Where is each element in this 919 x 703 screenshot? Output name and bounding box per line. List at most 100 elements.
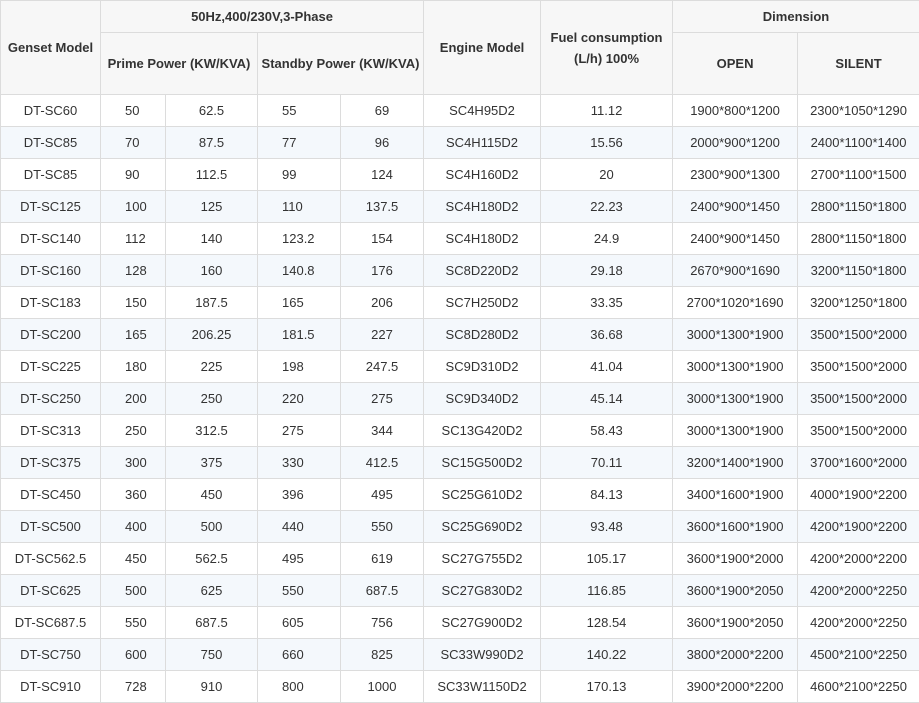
standby-kw-cell: 99	[258, 159, 341, 191]
silent-dimension-cell: 4200*2000*2200	[798, 543, 919, 575]
fuel-consumption-cell: 20	[541, 159, 673, 191]
genset-model-cell: DT-SC200	[1, 319, 101, 351]
standby-kw-cell: 396	[258, 479, 341, 511]
engine-model-cell: SC33W1150D2	[424, 671, 541, 703]
silent-dimension-cell: 2700*1100*1500	[798, 159, 919, 191]
standby-kva-cell: 206	[341, 287, 424, 319]
standby-kw-cell: 275	[258, 415, 341, 447]
open-dimension-cell: 3900*2000*2200	[673, 671, 798, 703]
prime-kva-cell: 312.5	[166, 415, 258, 447]
standby-kva-cell: 124	[341, 159, 424, 191]
engine-model-cell: SC4H95D2	[424, 95, 541, 127]
prime-kva-cell: 87.5	[166, 127, 258, 159]
fuel-consumption-cell: 93.48	[541, 511, 673, 543]
silent-dimension-cell: 4200*2000*2250	[798, 607, 919, 639]
engine-model-cell: SC27G830D2	[424, 575, 541, 607]
engine-model-cell: SC13G420D2	[424, 415, 541, 447]
genset-model-cell: DT-SC85	[1, 159, 101, 191]
phase-group-header: 50Hz,400/230V,3-Phase	[101, 1, 424, 33]
open-dimension-cell: 2670*900*1690	[673, 255, 798, 287]
genset-model-header: Genset Model	[1, 1, 101, 95]
fuel-consumption-cell: 84.13	[541, 479, 673, 511]
standby-kva-cell: 176	[341, 255, 424, 287]
fuel-consumption-cell: 170.13	[541, 671, 673, 703]
prime-kw-cell: 128	[101, 255, 166, 287]
open-dimension-cell: 3600*1600*1900	[673, 511, 798, 543]
silent-dimension-cell: 2400*1100*1400	[798, 127, 919, 159]
prime-kva-cell: 160	[166, 255, 258, 287]
standby-kw-cell: 495	[258, 543, 341, 575]
engine-model-header: Engine Model	[424, 1, 541, 95]
standby-kw-cell: 220	[258, 383, 341, 415]
silent-dimension-cell: 3700*1600*2000	[798, 447, 919, 479]
standby-kva-cell: 344	[341, 415, 424, 447]
prime-kw-cell: 400	[101, 511, 166, 543]
standby-kw-cell: 550	[258, 575, 341, 607]
genset-model-cell: DT-SC625	[1, 575, 101, 607]
genset-model-cell: DT-SC140	[1, 223, 101, 255]
prime-kva-cell: 140	[166, 223, 258, 255]
engine-model-cell: SC15G500D2	[424, 447, 541, 479]
silent-dimension-cell: 3500*1500*2000	[798, 319, 919, 351]
prime-kva-cell: 112.5	[166, 159, 258, 191]
engine-model-cell: SC9D310D2	[424, 351, 541, 383]
fuel-consumption-header: Fuel consumption (L/h) 100%	[541, 1, 673, 95]
engine-model-cell: SC9D340D2	[424, 383, 541, 415]
prime-kva-cell: 500	[166, 511, 258, 543]
standby-kw-cell: 123.2	[258, 223, 341, 255]
genset-model-cell: DT-SC687.5	[1, 607, 101, 639]
header-row-top: Genset Model 50Hz,400/230V,3-Phase Engin…	[1, 1, 919, 33]
open-dimension-cell: 3600*1900*2000	[673, 543, 798, 575]
standby-kva-cell: 412.5	[341, 447, 424, 479]
standby-kw-cell: 605	[258, 607, 341, 639]
prime-kva-cell: 375	[166, 447, 258, 479]
engine-model-cell: SC25G610D2	[424, 479, 541, 511]
silent-dimension-cell: 4600*2100*2250	[798, 671, 919, 703]
silent-dimension-cell: 2300*1050*1290	[798, 95, 919, 127]
fuel-consumption-cell: 24.9	[541, 223, 673, 255]
genset-model-cell: DT-SC375	[1, 447, 101, 479]
silent-dimension-cell: 3200*1250*1800	[798, 287, 919, 319]
prime-kw-cell: 360	[101, 479, 166, 511]
silent-dimension-cell: 2800*1150*1800	[798, 191, 919, 223]
silent-dimension-cell: 4200*2000*2250	[798, 575, 919, 607]
genset-model-cell: DT-SC225	[1, 351, 101, 383]
engine-model-cell: SC27G755D2	[424, 543, 541, 575]
genset-model-cell: DT-SC910	[1, 671, 101, 703]
fuel-consumption-cell: 70.11	[541, 447, 673, 479]
standby-kw-cell: 140.8	[258, 255, 341, 287]
open-dimension-cell: 2400*900*1450	[673, 223, 798, 255]
silent-dimension-header: SILENT	[798, 33, 919, 95]
prime-kva-cell: 206.25	[166, 319, 258, 351]
standby-kw-cell: 198	[258, 351, 341, 383]
standby-kw-cell: 77	[258, 127, 341, 159]
open-dimension-cell: 3600*1900*2050	[673, 575, 798, 607]
prime-kw-cell: 500	[101, 575, 166, 607]
fuel-consumption-cell: 140.22	[541, 639, 673, 671]
open-dimension-cell: 3000*1300*1900	[673, 415, 798, 447]
genset-model-cell: DT-SC750	[1, 639, 101, 671]
genset-model-cell: DT-SC450	[1, 479, 101, 511]
prime-kva-cell: 225	[166, 351, 258, 383]
silent-dimension-cell: 3500*1500*2000	[798, 415, 919, 447]
engine-model-cell: SC33W990D2	[424, 639, 541, 671]
engine-model-cell: SC7H250D2	[424, 287, 541, 319]
standby-kva-cell: 247.5	[341, 351, 424, 383]
standby-kva-cell: 495	[341, 479, 424, 511]
fuel-consumption-cell: 45.14	[541, 383, 673, 415]
standby-kw-cell: 800	[258, 671, 341, 703]
silent-dimension-cell: 4200*1900*2200	[798, 511, 919, 543]
engine-model-cell: SC4H180D2	[424, 191, 541, 223]
